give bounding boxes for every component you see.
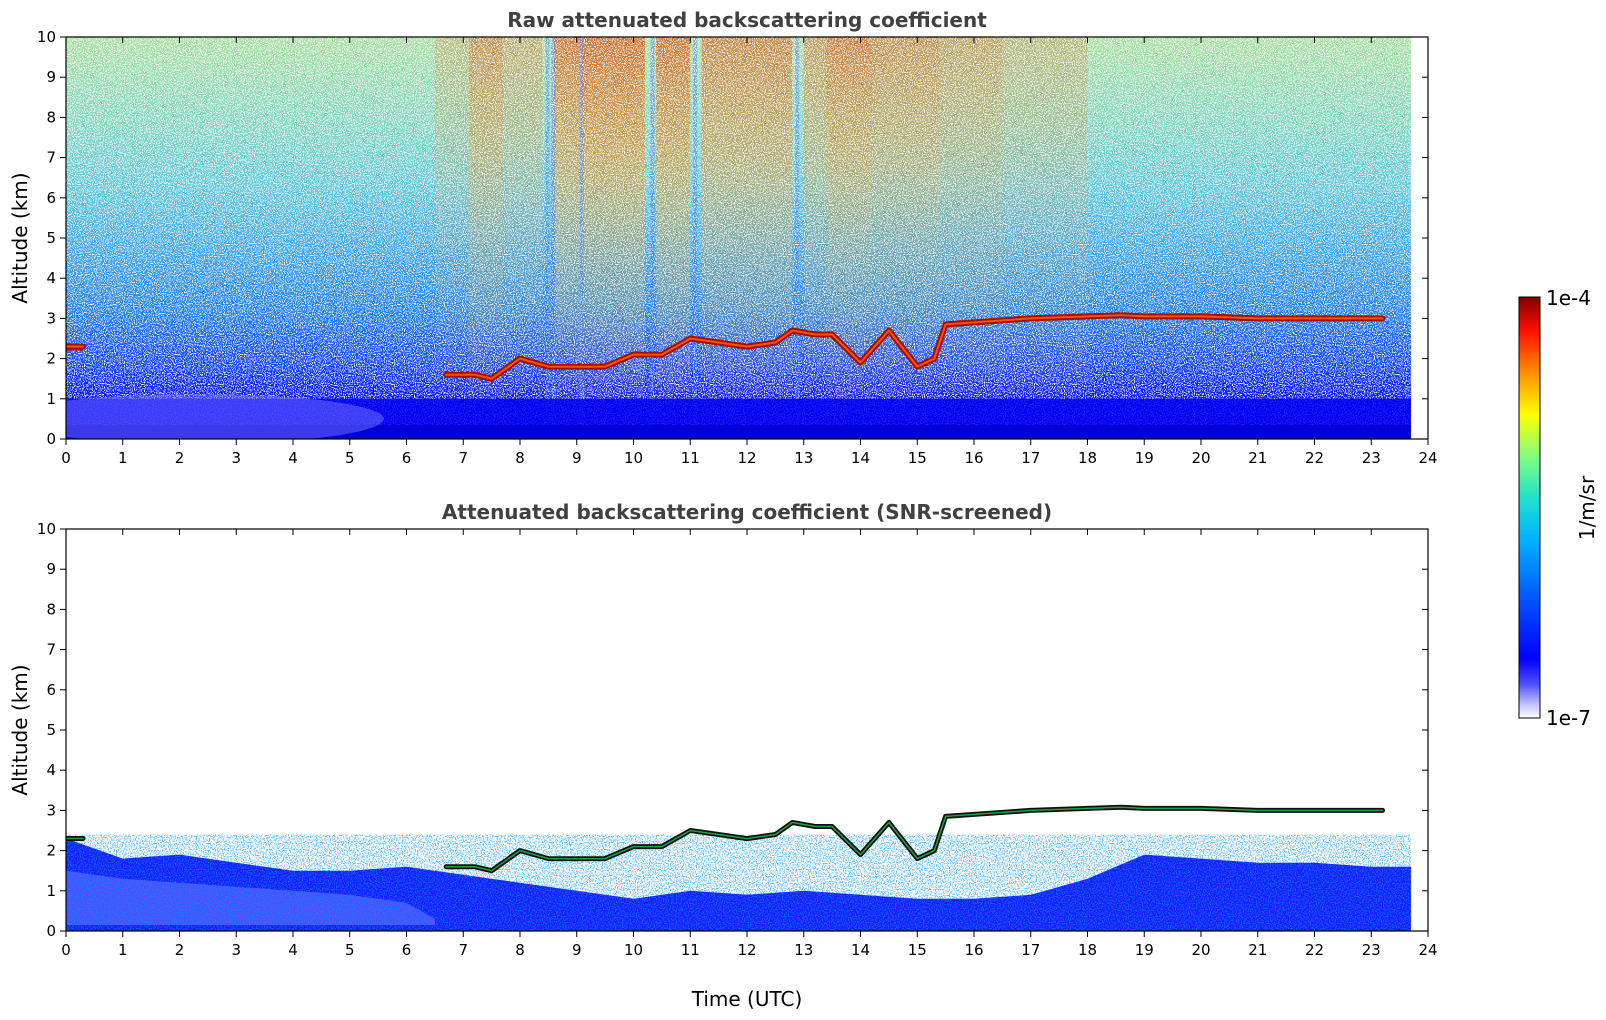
x-tick-label: 6 xyxy=(402,449,412,467)
x-tick-label: 10 xyxy=(624,941,643,959)
y-tick-label: 10 xyxy=(37,520,56,538)
x-tick-label: 22 xyxy=(1305,449,1324,467)
y-tick-label: 2 xyxy=(46,350,56,368)
x-axis-ticks: 0 1 2 3 4 5 6 7 8 9 10 11 12 13 14 15 16 17 18 19 20 21 22 23 24 xyxy=(61,529,1438,959)
x-tick-label: 16 xyxy=(964,941,983,959)
x-tick-label: 13 xyxy=(794,941,813,959)
x-tick-label: 3 xyxy=(231,941,241,959)
y-tick-label: 7 xyxy=(46,149,56,167)
noise-speckle xyxy=(66,37,1428,439)
x-tick-label: 16 xyxy=(964,449,983,467)
x-tick-label: 23 xyxy=(1362,941,1381,959)
colorbar: 1e-4 1e-7 1/m/sr xyxy=(1518,286,1599,730)
chart-title: Attenuated backscattering coefficient (S… xyxy=(442,500,1052,524)
boundary-layer-aerosol xyxy=(66,346,1428,439)
x-tick-label: 18 xyxy=(1078,449,1097,467)
colorbar-max-label: 1e-4 xyxy=(1546,286,1591,310)
x-tick-label: 11 xyxy=(681,941,700,959)
x-tick-label: 17 xyxy=(1021,941,1040,959)
x-tick-label: 15 xyxy=(908,941,927,959)
y-tick-label: 10 xyxy=(37,28,56,46)
x-tick-label: 13 xyxy=(794,449,813,467)
x-tick-label: 17 xyxy=(1021,449,1040,467)
x-tick-label: 21 xyxy=(1248,449,1267,467)
x-tick-label: 8 xyxy=(515,941,525,959)
x-tick-label: 23 xyxy=(1362,449,1381,467)
x-tick-label: 10 xyxy=(624,449,643,467)
x-axis-label: Time (UTC) xyxy=(691,987,803,1011)
x-tick-label: 3 xyxy=(231,449,241,467)
x-tick-label: 18 xyxy=(1078,941,1097,959)
y-axis-ticks: 0 1 2 3 4 5 6 7 8 9 10 xyxy=(37,28,1428,448)
x-tick-label: 15 xyxy=(908,449,927,467)
y-tick-label: 7 xyxy=(46,641,56,659)
x-tick-label: 11 xyxy=(681,449,700,467)
y-tick-label: 6 xyxy=(46,681,56,699)
y-tick-label: 1 xyxy=(46,390,56,408)
y-tick-label: 3 xyxy=(46,309,56,327)
x-axis-ticks: 0 1 2 3 4 5 6 7 8 9 10 11 12 13 14 15 16 17 18 19 20 21 22 23 24 xyxy=(61,37,1438,467)
x-tick-label: 4 xyxy=(288,449,298,467)
y-tick-label: 0 xyxy=(46,922,56,940)
x-tick-label: 6 xyxy=(402,941,412,959)
y-tick-label: 5 xyxy=(46,721,56,739)
chart-title: Raw attenuated backscattering coefficien… xyxy=(507,8,987,32)
x-tick-label: 9 xyxy=(572,449,582,467)
y-tick-label: 9 xyxy=(46,560,56,578)
boundary-layer-texture xyxy=(66,834,1428,931)
x-tick-label: 12 xyxy=(737,941,756,959)
y-tick-label: 8 xyxy=(46,108,56,126)
y-tick-label: 4 xyxy=(46,761,56,779)
x-tick-label: 1 xyxy=(118,449,128,467)
snr-screened-panel: 0 1 2 3 4 5 6 7 8 9 10 11 12 13 14 15 16 17 18 19 20 21 22 23 24… xyxy=(8,500,1438,1011)
raw-backscatter-panel: 0 1 2 3 4 5 6 7 8 9 10 11 12 13 14 15 16 17 18 19 20 21 22 23 24… xyxy=(8,8,1438,467)
colorbar-min-label: 1e-7 xyxy=(1546,706,1591,730)
cloud-layer-core xyxy=(66,314,1384,380)
y-tick-label: 9 xyxy=(46,68,56,86)
y-axis-label: Altitude (km) xyxy=(8,664,32,795)
x-tick-label: 24 xyxy=(1418,449,1437,467)
x-tick-label: 19 xyxy=(1135,941,1154,959)
x-tick-label: 0 xyxy=(61,449,71,467)
x-tick-label: 14 xyxy=(851,449,870,467)
no-data-region xyxy=(1410,529,1428,931)
colorbar-gradient xyxy=(1518,296,1541,719)
y-tick-label: 4 xyxy=(46,269,56,287)
x-tick-label: 8 xyxy=(515,449,525,467)
x-tick-label: 24 xyxy=(1418,941,1437,959)
y-tick-label: 0 xyxy=(46,430,56,448)
x-tick-label: 7 xyxy=(458,449,468,467)
x-tick-label: 19 xyxy=(1135,449,1154,467)
cloud-layer-core xyxy=(66,806,1384,872)
x-tick-label: 12 xyxy=(737,449,756,467)
x-tick-label: 7 xyxy=(458,941,468,959)
y-axis-ticks: 0 1 2 3 4 5 6 7 8 9 10 xyxy=(37,520,1428,940)
y-tick-label: 8 xyxy=(46,600,56,618)
y-axis-label: Altitude (km) xyxy=(8,172,32,303)
x-tick-label: 1 xyxy=(118,941,128,959)
x-tick-label: 9 xyxy=(572,941,582,959)
surface-layer xyxy=(66,424,1428,439)
x-tick-label: 2 xyxy=(175,941,185,959)
x-tick-label: 5 xyxy=(345,941,355,959)
x-tick-label: 4 xyxy=(288,941,298,959)
no-data-region xyxy=(1410,37,1428,439)
x-tick-label: 2 xyxy=(175,449,185,467)
x-tick-label: 22 xyxy=(1305,941,1324,959)
y-tick-label: 5 xyxy=(46,229,56,247)
x-tick-label: 21 xyxy=(1248,941,1267,959)
residual-layer xyxy=(66,393,384,439)
x-tick-label: 20 xyxy=(1191,941,1210,959)
colorbar-unit-label: 1/m/sr xyxy=(1575,475,1599,540)
x-tick-label: 14 xyxy=(851,941,870,959)
y-tick-label: 3 xyxy=(46,801,56,819)
x-tick-label: 20 xyxy=(1191,449,1210,467)
x-tick-label: 5 xyxy=(345,449,355,467)
x-tick-label: 0 xyxy=(61,941,71,959)
y-tick-label: 1 xyxy=(46,882,56,900)
y-tick-label: 2 xyxy=(46,842,56,860)
y-tick-label: 6 xyxy=(46,189,56,207)
